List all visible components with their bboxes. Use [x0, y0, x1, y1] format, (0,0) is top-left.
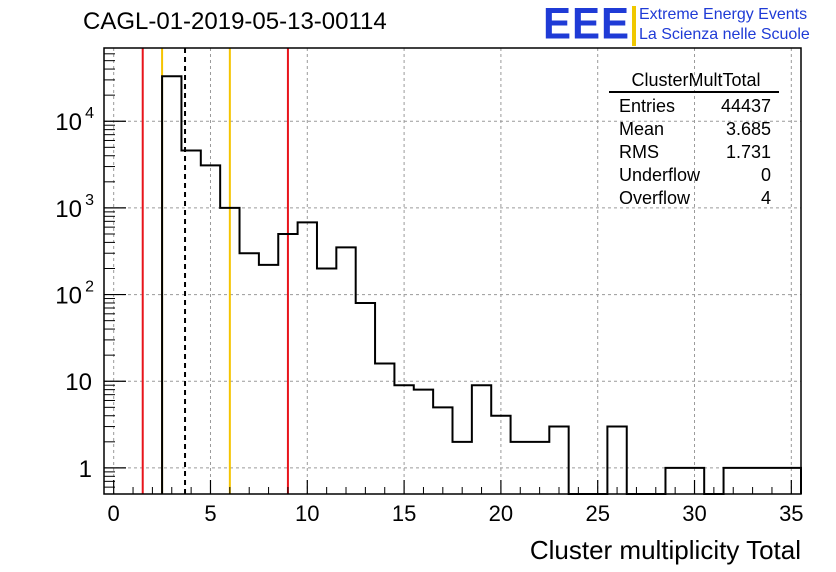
x-tick-label: 10 [295, 501, 319, 526]
stats-value: 0 [760, 164, 771, 185]
y-tick-label: 10 [65, 369, 92, 396]
x-tick-label: 35 [779, 501, 803, 526]
stats-label: Entries [619, 95, 676, 116]
grid-lines [104, 48, 801, 494]
x-tick-label: 20 [489, 501, 513, 526]
y-tick-label: 1 [79, 456, 92, 483]
stats-row: Underflow 0 [609, 164, 779, 187]
x-tick-label: 5 [204, 501, 216, 526]
x-tick-label: 25 [585, 501, 609, 526]
logo-mark: EEE [543, 0, 631, 49]
y-tick-label: 10 [55, 196, 82, 223]
stats-label: RMS [619, 141, 659, 162]
stats-row: Mean 3.685 [609, 118, 779, 141]
x-tick-label: 0 [108, 501, 120, 526]
eee-logo: EEE Extreme Energy Events La Scienza nel… [543, 0, 833, 48]
reference-lines [141, 48, 289, 494]
stats-row: RMS 1.731 [609, 141, 779, 164]
y-tick-label: 10 [55, 109, 82, 136]
stats-label: Underflow [619, 164, 701, 185]
plot-frame [103, 47, 802, 495]
histogram-outline [161, 75, 802, 495]
stats-value: 1.731 [725, 141, 771, 162]
logo-accent-bar [632, 6, 636, 46]
logo-line-1: Extreme Energy Events [639, 6, 808, 23]
stats-row: Overflow 4 [609, 187, 779, 210]
stats-value: 3.685 [725, 118, 771, 139]
x-tick-label: 30 [682, 501, 706, 526]
stats-divider [609, 91, 779, 93]
x-axis-label: Cluster multiplicity Total [530, 535, 801, 565]
x-tick-label: 15 [392, 501, 416, 526]
stats-value: 44437 [720, 95, 771, 116]
stats-value: 4 [760, 187, 771, 208]
logo-line-2: La Scienza nelle Scuole [639, 26, 810, 43]
y-tick-label: 10 [55, 283, 82, 310]
stats-row: Entries 44437 [609, 95, 779, 118]
chart-title: CAGL-01-2019-05-13-00114 [83, 8, 387, 35]
stats-title: ClusterMultTotal [631, 70, 761, 90]
stats-label: Overflow [619, 187, 691, 208]
y-tick-exponent: 4 [85, 105, 94, 122]
y-tick-exponent: 3 [85, 192, 94, 209]
y-tick-exponent: 2 [85, 279, 94, 296]
stats-box: ClusterMultTotal Entries 44437 Mean 3.685 RM… [609, 70, 779, 210]
stats-label: Mean [619, 118, 665, 139]
